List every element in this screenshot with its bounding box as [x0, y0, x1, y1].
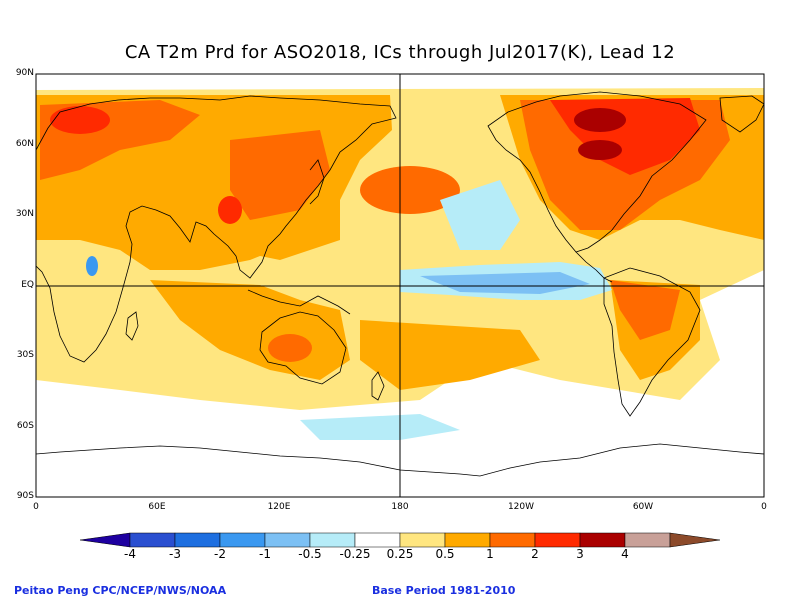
field-light-blue-equatorial-pacific: [420, 272, 590, 294]
colorbar-tick-label: -0.5: [298, 547, 322, 561]
coastline-central-america: [575, 251, 613, 283]
colorbar-tick-label: -1: [259, 547, 271, 561]
lat-tick-label: 90N: [15, 68, 34, 78]
lat-tick-label: 30N: [15, 209, 34, 219]
colorbar-tick-label: 0.5: [435, 547, 455, 561]
field-dark-red-hudson: [578, 140, 622, 160]
colorbar-swatch: [129, 532, 176, 548]
lat-tick-label: 30S: [16, 350, 34, 360]
field-light-cyan-north-pacific: [440, 180, 520, 250]
coastline-new-zealand: [371, 371, 385, 401]
colorbar-swatch: [219, 532, 266, 548]
field-red-orange-amazon: [610, 280, 680, 340]
coastline-australia: [259, 311, 347, 385]
credit-base-period: Base Period 1981-2010: [372, 584, 516, 597]
colorbar-swatch: [534, 532, 581, 548]
colorbar-swatch: [264, 532, 311, 548]
field-red-orange-north-pacific: [360, 166, 460, 214]
coastline-indonesia: [247, 289, 351, 315]
coastline-eurasia-africa: [36, 95, 397, 363]
lon-tick-label: 60W: [632, 502, 654, 512]
colorbar-tick-label: 3: [576, 547, 584, 561]
coastline-south-america: [603, 267, 701, 417]
colorbar-tick-label: -2: [214, 547, 226, 561]
colorbar-swatch: [579, 532, 626, 548]
lon-tick-label: 180: [391, 502, 409, 512]
colorbar-swatch: [399, 532, 446, 548]
lon-tick-label: 0: [33, 502, 39, 512]
lon-tick-label: 0: [761, 502, 767, 512]
colorbar-left-arrow: [79, 532, 131, 548]
field-red-europe: [50, 106, 110, 134]
lat-tick-label: 60N: [15, 139, 34, 149]
lon-tick-label: 60E: [148, 502, 166, 512]
lon-tick-label: 120W: [507, 502, 535, 512]
coastlines: [36, 91, 764, 477]
credit-author: Peitao Peng CPC/NCEP/NWS/NOAA: [14, 584, 227, 597]
field-blue-africa: [86, 256, 98, 276]
coastline-north-america: [487, 91, 707, 253]
field-red-orange-east-asia: [230, 130, 330, 220]
colorbar-swatch: [489, 532, 536, 548]
colorbar-tick-label: -3: [169, 547, 181, 561]
anomaly-fields: [36, 88, 764, 440]
colorbar-swatch: [354, 532, 401, 548]
coastline-japan: [309, 159, 325, 205]
colorbar-swatch: [444, 532, 491, 548]
colorbar-tick-label: 0.25: [386, 547, 414, 561]
colorbar-right-arrow: [669, 532, 721, 548]
coastline-madagascar: [125, 311, 139, 341]
colorbar-swatch: [624, 532, 671, 548]
colorbar-swatch: [309, 532, 356, 548]
colorbar-tick-label: -0.25: [339, 547, 371, 561]
field-dark-red-canada: [574, 108, 626, 132]
lat-tick-label: 90S: [16, 491, 34, 501]
field-orange-south-pacific: [360, 320, 540, 390]
colorbar-tick-label: -4: [124, 547, 136, 561]
colorbar-swatch: [174, 532, 221, 548]
colorbar-tick-label: 1: [486, 547, 494, 561]
field-red-orange-australia: [268, 334, 312, 362]
colorbar-tick-label: 2: [531, 547, 539, 561]
colorbar-tick-label: 4: [621, 547, 629, 561]
lon-tick-label: 120E: [267, 502, 291, 512]
field-red-india: [218, 196, 242, 224]
lat-tick-label: 60S: [16, 421, 34, 431]
coastline-greenland: [719, 95, 764, 133]
map-title: CA T2m Prd for ASO2018, ICs through Jul2…: [124, 42, 676, 63]
field-light-cyan-southern-ocean: [300, 414, 460, 440]
lat-tick-label: EQ: [21, 280, 34, 290]
